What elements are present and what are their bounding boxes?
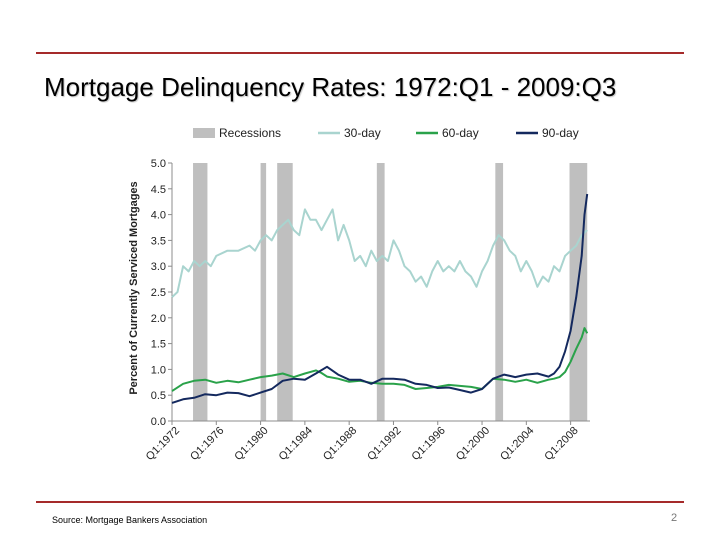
legend-label: 60-day [442, 126, 479, 140]
page-title: Mortgage Delinquency Rates: 1972:Q1 - 20… [44, 72, 617, 102]
top-divider [36, 52, 684, 54]
y-tick-label: 4.0 [151, 210, 166, 222]
recession-band [193, 163, 208, 421]
x-tick-label: Q1:1972 [144, 425, 182, 463]
series-line-30-day [171, 208, 588, 298]
x-tick-label: Q1:1980 [232, 425, 270, 463]
legend-label: 90-day [542, 126, 579, 140]
chart-axes: 0.0 0.5 1.0 1.5 2.0 2.5 3.0 3.5 4.0 4.5 5.0 Q1:1972… [144, 158, 590, 463]
y-tick-label: 0.0 [151, 416, 166, 428]
y-tick-label: 1.5 [151, 339, 166, 351]
y-tick-label: 2.5 [151, 287, 166, 299]
y-tick-label: 5.0 [151, 158, 166, 170]
legend-label: Recessions [219, 126, 281, 140]
y-tick-label: 1.0 [151, 364, 166, 376]
x-tick-label: Q1:1996 [410, 425, 448, 463]
legend-swatch-recessions [193, 128, 215, 138]
series-line-60-day [171, 327, 589, 392]
y-tick-label: 0.5 [151, 390, 166, 402]
page-number: 2 [671, 512, 678, 524]
recession-band [495, 163, 504, 421]
y-tick-label: 2.0 [151, 313, 166, 325]
legend-label: 30-day [344, 126, 381, 140]
x-tick-label: Q1:1992 [365, 425, 403, 463]
source-note: Source: Mortgage Bankers Association [52, 515, 208, 525]
bottom-divider [36, 501, 684, 503]
x-tick-label: Q1:1984 [277, 425, 315, 463]
chart-series [171, 193, 589, 404]
y-tick-label: 3.0 [151, 261, 166, 273]
x-tick-label: Q1:1976 [188, 425, 226, 463]
y-tick-label: 4.5 [151, 184, 166, 196]
x-tick-label: Q1:2004 [498, 425, 536, 463]
x-tick-label: Q1:2008 [542, 425, 580, 463]
y-tick-label: 3.5 [151, 235, 166, 247]
x-tick-label: Q1:1988 [321, 425, 359, 463]
recession-band [376, 163, 385, 421]
y-axis-label: Percent of Currently Serviced Mortgages [128, 181, 140, 394]
series-line-90-day [171, 193, 589, 404]
recession-band [260, 163, 267, 421]
chart-legend: Recessions 30-day 60-day 90-day [193, 126, 579, 140]
recession-band [569, 163, 588, 421]
recession-bands [193, 163, 588, 421]
x-tick-label: Q1:2000 [454, 425, 492, 463]
